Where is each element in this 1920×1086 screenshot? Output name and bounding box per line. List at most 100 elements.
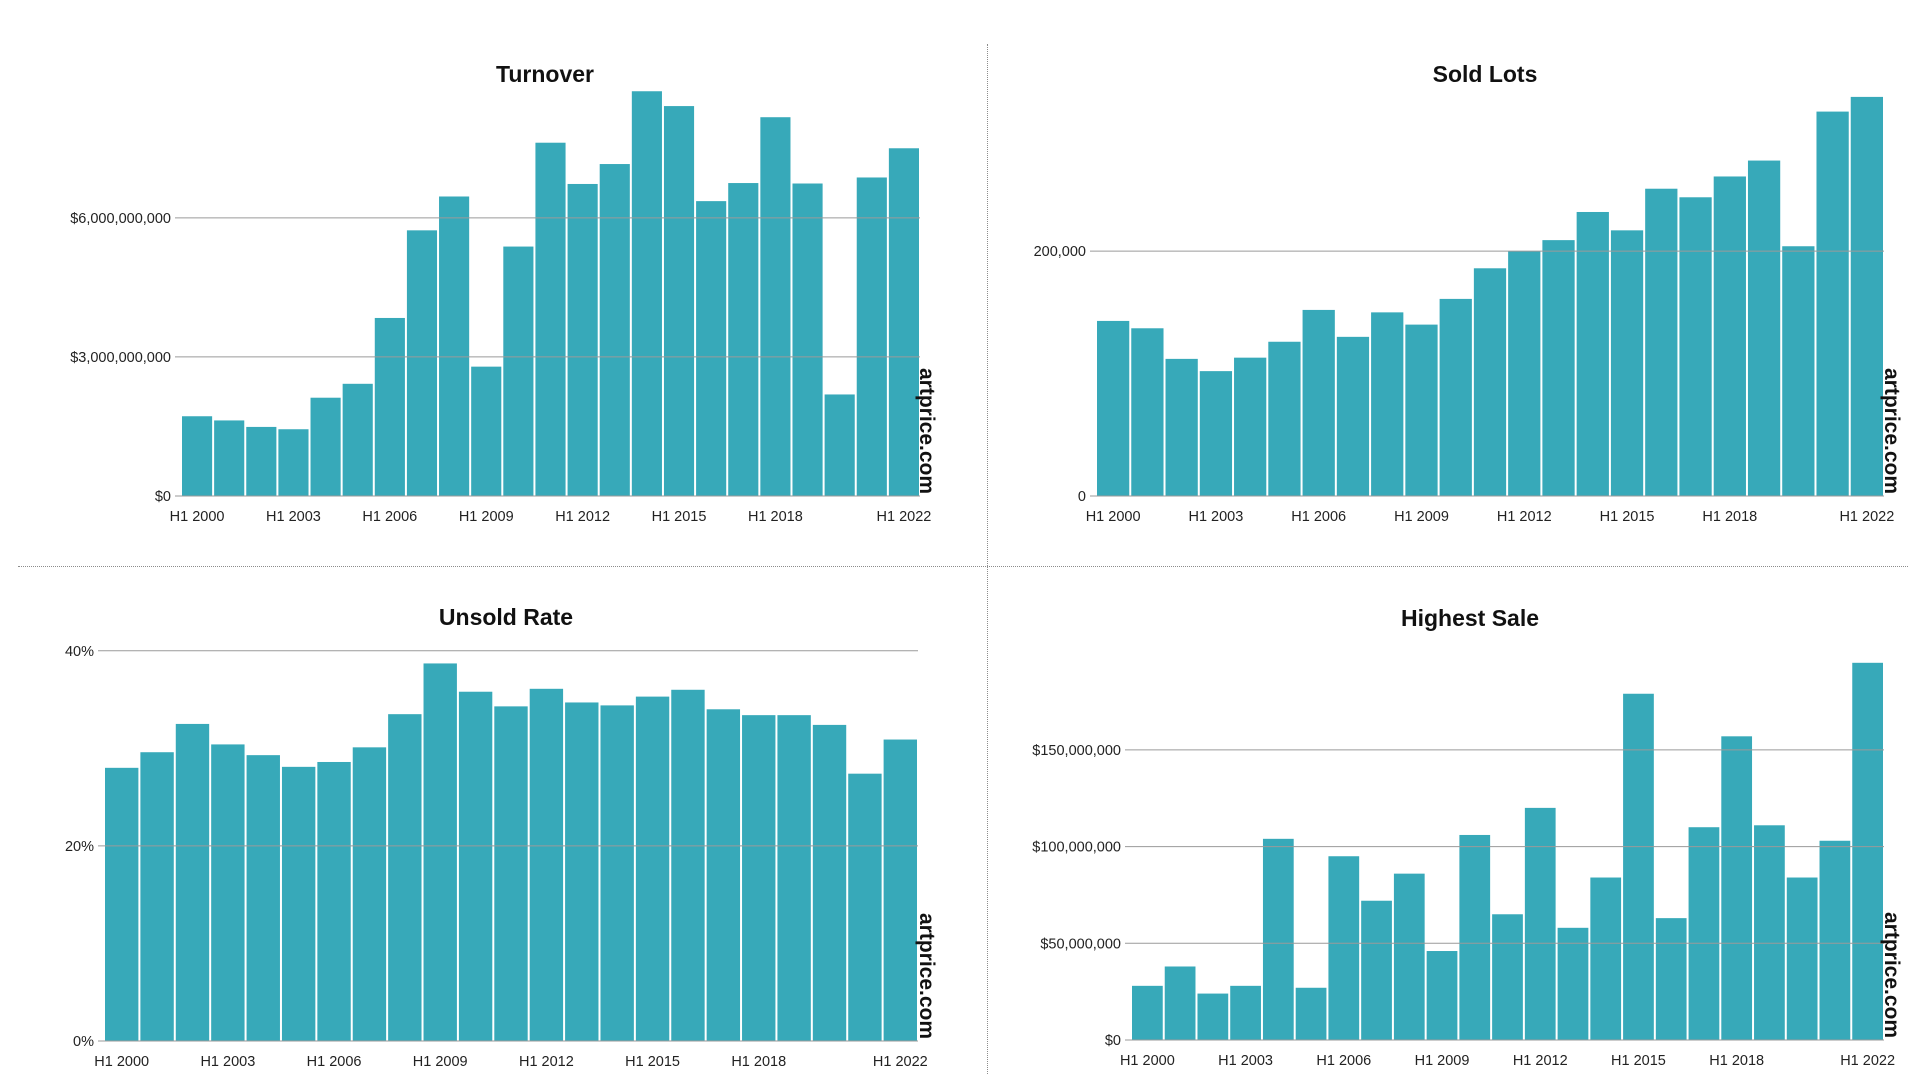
highest-sale-bar [1786, 877, 1818, 1040]
sold-lots-bar [1371, 312, 1404, 496]
highest-sale-bar [1524, 807, 1556, 1040]
turnover-bar [535, 142, 566, 496]
highest-sale-y-tick-label: $50,000,000 [1040, 936, 1121, 952]
unsold-rate-bar [777, 715, 811, 1041]
highest-sale-y-tick-label: $150,000,000 [1032, 743, 1121, 759]
turnover-x-tick-label: H1 2012 [555, 509, 610, 525]
sold-lots-bar [1816, 111, 1849, 496]
highest-sale-x-tick-label: H1 2000 [1120, 1053, 1175, 1069]
unsold-rate-x-tick-label: H1 2018 [731, 1054, 786, 1070]
sold-lots-bar [1405, 324, 1438, 496]
turnover-bar [760, 117, 791, 497]
sold-lots-bar [1097, 320, 1130, 496]
unsold-rate-watermark: artprice.com [915, 913, 938, 1039]
unsold-rate-y-tick-label: 0% [73, 1034, 94, 1050]
sold-lots-bar [1576, 211, 1609, 497]
sold-lots-bar [1747, 160, 1781, 496]
highest-sale-bar [1197, 993, 1229, 1040]
turnover-title: Turnover [496, 61, 594, 87]
unsold-rate-bar [281, 766, 316, 1041]
highest-sale-bar [1295, 987, 1327, 1040]
turnover-watermark: artprice.com [915, 368, 938, 494]
highest-sale-bars [1132, 662, 1883, 1040]
sold-lots-bar [1850, 96, 1883, 497]
sold-lots-bar [1439, 298, 1472, 496]
highest-sale-x-tick-label: H1 2012 [1513, 1053, 1568, 1069]
unsold-rate-y-tick-label: 40% [65, 644, 94, 660]
turnover-x-tick-label: H1 2015 [652, 509, 707, 525]
highest-sale-bar [1590, 877, 1622, 1040]
unsold-rate-bar [812, 724, 847, 1041]
sold-lots-bar [1610, 230, 1644, 496]
unsold-rate-bar [706, 709, 741, 1041]
turnover-y-tick-label: $3,000,000,000 [70, 350, 171, 366]
unsold-rate-bar [529, 688, 564, 1041]
highest-sale-watermark: artprice.com [1880, 912, 1903, 1038]
unsold-rate-bar [635, 696, 670, 1041]
sold-lots-bar [1679, 197, 1712, 496]
sold-lots-y-tick-label: 0 [1078, 489, 1086, 505]
highest-sale-bar [1328, 856, 1360, 1040]
turnover-bar [503, 246, 534, 496]
turnover-x-tick-label: H1 2006 [362, 509, 417, 525]
highest-sale-x-tick-label: H1 2009 [1415, 1053, 1470, 1069]
turnover-x-tick-label: H1 2009 [459, 509, 514, 525]
unsold-rate-bar [458, 691, 493, 1041]
highest-sale-bar [1230, 985, 1261, 1040]
highest-sale-x-tick-label: H1 2018 [1709, 1053, 1764, 1069]
turnover-bar [471, 366, 502, 496]
turnover-bar [374, 317, 405, 496]
highest-sale-x-tick-label: H1 2015 [1611, 1053, 1666, 1069]
turnover-bar [856, 177, 887, 497]
sold-lots-y-tick-label: 200,000 [1034, 244, 1086, 260]
sold-lots-bar [1131, 328, 1164, 496]
unsold-rate-bars [105, 663, 917, 1041]
sold-lots-bar [1645, 188, 1678, 496]
highest-sale-y-tick-label: $100,000,000 [1032, 840, 1121, 856]
highest-sale-bar [1623, 693, 1654, 1040]
sold-lots-bar [1542, 240, 1575, 496]
unsold-rate-bar [388, 714, 422, 1041]
turnover-x-tick-label: H1 2018 [748, 509, 803, 525]
sold-lots-x-tick-label: H1 2015 [1600, 509, 1655, 525]
highest-sale-bar [1819, 840, 1851, 1040]
highest-sale-bar [1721, 736, 1753, 1040]
turnover-x-tick-label: H1 2000 [170, 509, 225, 525]
unsold-rate-bar [565, 702, 599, 1041]
turnover-chart-panel: Turnover $0 $3,000,000,000 $6,000,000,000 H1… [0, 0, 980, 545]
unsold-rate-bar [317, 761, 351, 1041]
turnover-bar [567, 183, 598, 496]
unsold-rate-bar [848, 773, 882, 1041]
highest-sale-bar [1688, 827, 1720, 1040]
unsold-rate-bar [423, 663, 457, 1041]
turnover-bar [246, 426, 277, 496]
sold-lots-bar [1268, 341, 1301, 496]
turnover-x-tick-label: H1 2022 [877, 509, 932, 525]
unsold-rate-chart-panel: Unsold Rate 0% 20% 40% H1 2000 H1 2003 H1 2006… [65, 604, 938, 1070]
turnover-bar [182, 416, 213, 496]
sold-lots-x-tick-label: H1 2009 [1394, 509, 1449, 525]
turnover-bar [631, 91, 662, 496]
sold-lots-bar [1713, 176, 1746, 496]
unsold-rate-bar [600, 705, 634, 1041]
turnover-x-tick-label: H1 2003 [266, 509, 321, 525]
unsold-rate-bar [246, 755, 280, 1041]
unsold-rate-bar [742, 715, 776, 1041]
unsold-rate-bar [883, 739, 917, 1041]
turnover-bar [888, 148, 919, 496]
highest-sale-bar [1393, 873, 1425, 1040]
sold-lots-x-tick-label: H1 2012 [1497, 509, 1552, 525]
highest-sale-bar [1655, 918, 1687, 1040]
unsold-rate-bar [494, 706, 528, 1041]
turnover-y-tick-label: $0 [155, 489, 171, 505]
unsold-rate-x-tick-label: H1 2003 [200, 1054, 255, 1070]
sold-lots-bar [1782, 246, 1815, 496]
turnover-bar [663, 106, 695, 496]
highest-sale-bar [1361, 900, 1392, 1040]
sold-lots-bar [1336, 336, 1370, 496]
turnover-bar [824, 394, 855, 496]
turnover-y-tick-label: $6,000,000,000 [70, 211, 171, 227]
highest-sale-bar [1132, 985, 1163, 1040]
highest-sale-y-tick-label: $0 [1105, 1033, 1121, 1049]
